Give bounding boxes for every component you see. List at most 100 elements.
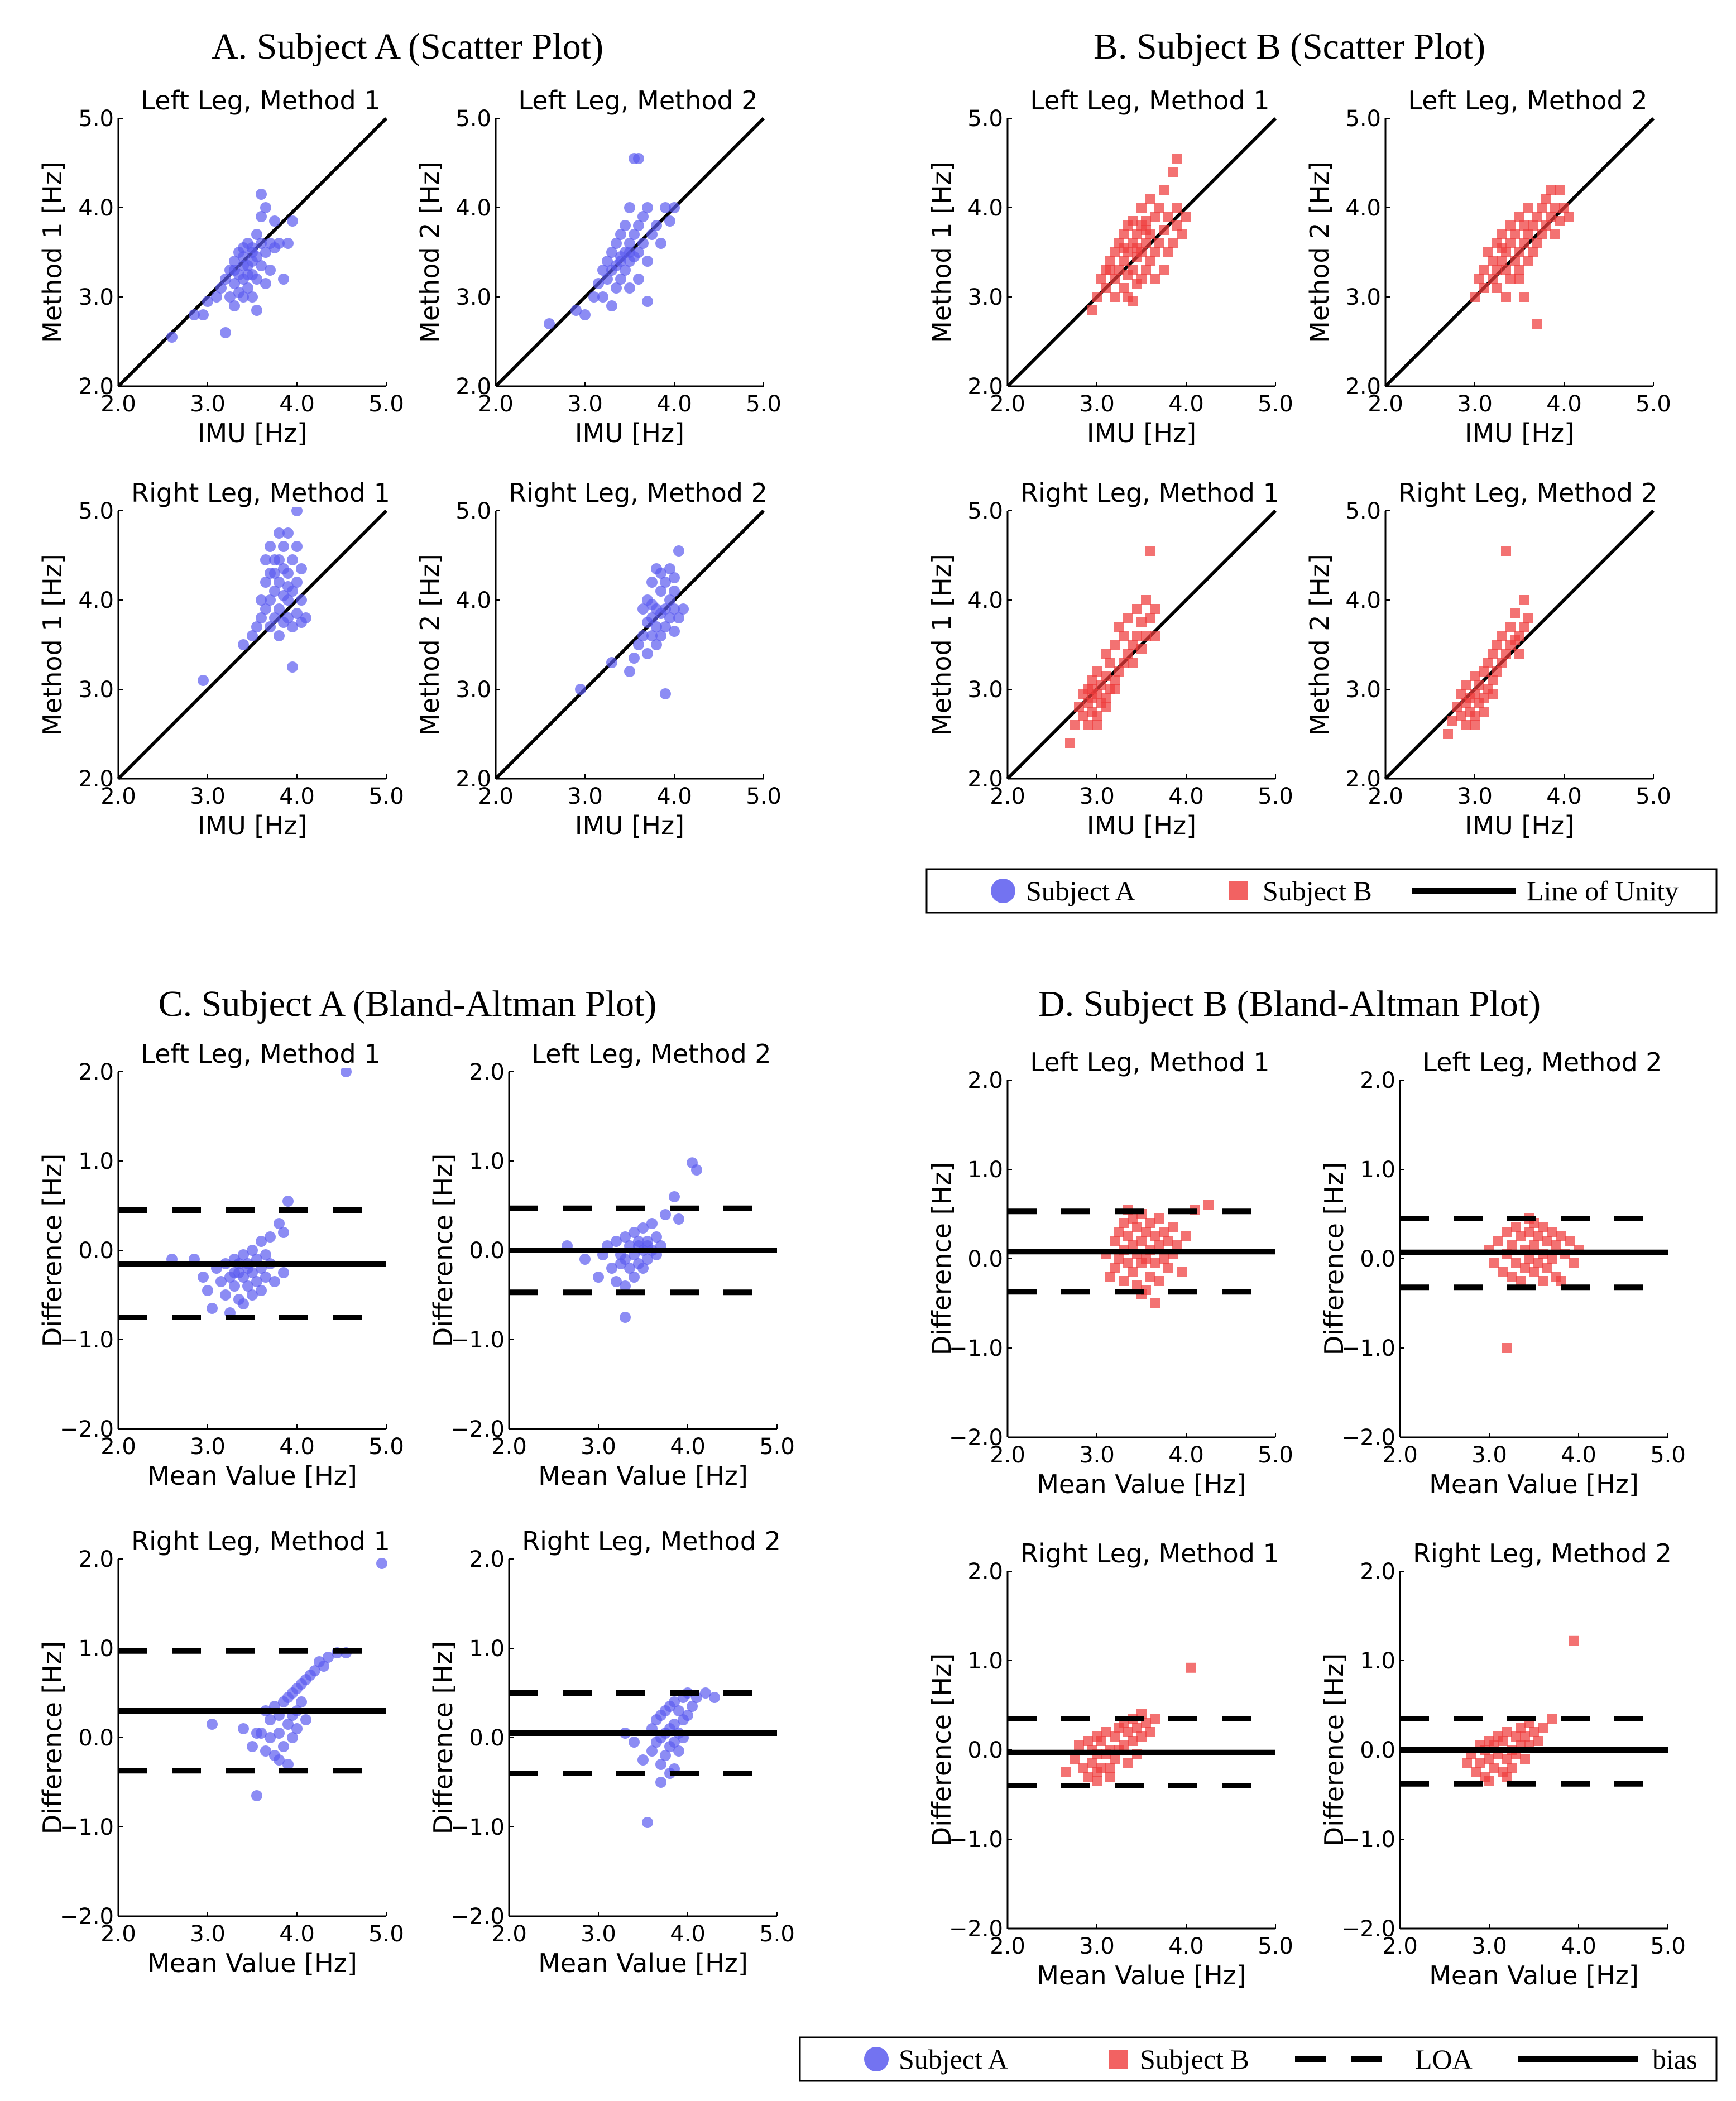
data-point — [1177, 1267, 1187, 1277]
x-tick-label: 3.0 — [581, 1921, 616, 1947]
data-point — [1492, 283, 1502, 293]
data-point — [1123, 1258, 1133, 1268]
y-axis-label: Method 2 [Hz] — [415, 554, 445, 736]
x-tick-label: 3.0 — [190, 1434, 226, 1460]
data-point — [242, 282, 253, 294]
data-point — [669, 1737, 680, 1748]
x-tick-label: 3.0 — [1079, 1934, 1115, 1959]
data-point — [256, 612, 267, 623]
data-point — [1523, 229, 1533, 239]
legend-subject-a-marker — [991, 879, 1015, 903]
data-point — [1172, 203, 1182, 213]
data-point — [1092, 720, 1102, 730]
data-point — [1492, 666, 1502, 677]
x-tick-label: 2.0 — [990, 1442, 1025, 1468]
data-point — [1119, 1218, 1129, 1228]
data-point — [1101, 1727, 1111, 1737]
plot-area — [1462, 1635, 1579, 1786]
data-point — [229, 278, 240, 289]
data-point — [247, 1245, 258, 1256]
plot-area — [117, 507, 388, 780]
plot-area — [1061, 1662, 1196, 1786]
x-tick-label: 4.0 — [279, 1434, 315, 1460]
data-point — [282, 1759, 294, 1770]
data-point — [1483, 658, 1493, 668]
data-point — [1502, 1754, 1512, 1764]
x-tick-label: 5.0 — [368, 1434, 404, 1460]
y-tick-label: 2.0 — [967, 374, 1003, 400]
data-point — [1505, 238, 1516, 248]
data-point — [1532, 319, 1542, 329]
y-tick-label: 1.0 — [78, 1149, 114, 1174]
data-point — [1519, 292, 1529, 302]
data-point — [274, 527, 285, 539]
data-point — [1145, 1272, 1155, 1282]
x-tick-label: 2.0 — [491, 1921, 527, 1947]
data-point — [655, 586, 666, 597]
data-point — [1110, 1731, 1120, 1742]
data-point — [238, 1723, 249, 1734]
data-point — [282, 612, 294, 623]
panel-title: Left Leg, Method 2 — [1408, 85, 1647, 116]
data-point — [620, 1280, 631, 1292]
data-point — [1461, 680, 1471, 690]
y-tick-label: 2.0 — [455, 766, 491, 792]
data-point — [274, 1728, 285, 1739]
data-point — [700, 1687, 711, 1699]
data-point — [1511, 1258, 1521, 1268]
data-point — [633, 639, 644, 650]
data-point — [1181, 1231, 1191, 1241]
data-point — [673, 1745, 684, 1757]
plot-area — [1384, 117, 1655, 388]
x-tick-label: 4.0 — [1546, 391, 1582, 417]
data-point — [215, 282, 227, 294]
y-tick-label: 1.0 — [78, 1636, 114, 1662]
y-tick-label: 1.0 — [469, 1636, 505, 1662]
data-point — [624, 247, 635, 258]
data-point — [611, 282, 622, 294]
data-point — [1119, 243, 1129, 253]
data-point — [1524, 1227, 1534, 1237]
data-point — [1493, 1236, 1503, 1246]
y-tick-label: 0.0 — [967, 1246, 1003, 1272]
y-tick-label: 3.0 — [455, 677, 491, 703]
data-point — [1514, 212, 1524, 222]
y-tick-label: −1.0 — [949, 1336, 1003, 1361]
data-point — [1141, 216, 1151, 226]
data-point — [1523, 613, 1533, 623]
data-point — [1154, 203, 1164, 213]
data-point — [1498, 1267, 1508, 1277]
data-point — [637, 238, 649, 249]
section-title-a: A. Subject A (Scatter Plot) — [212, 26, 603, 67]
data-point — [1141, 238, 1151, 248]
y-axis-label: Method 2 [Hz] — [1305, 161, 1335, 343]
data-point — [238, 1298, 249, 1309]
y-tick-label: 3.0 — [1345, 285, 1381, 310]
data-point — [1119, 631, 1129, 641]
data-point — [207, 1719, 218, 1730]
data-point — [673, 1213, 684, 1225]
data-point — [1105, 1763, 1115, 1773]
data-point — [602, 274, 613, 285]
data-point — [260, 1272, 271, 1283]
data-point — [1470, 671, 1480, 681]
data-point — [247, 1741, 258, 1752]
data-point — [1520, 1263, 1530, 1273]
x-tick-label: 5.0 — [759, 1434, 795, 1460]
x-tick-label: 3.0 — [581, 1434, 616, 1460]
data-point — [269, 612, 280, 623]
x-tick-label: 4.0 — [279, 1921, 315, 1947]
data-point — [1505, 220, 1516, 231]
x-axis-label: IMU [Hz] — [198, 418, 307, 448]
data-point — [247, 1289, 258, 1301]
data-point — [229, 300, 240, 311]
data-point — [1119, 1276, 1129, 1286]
data-point — [300, 612, 311, 623]
x-tick-label: 5.0 — [1258, 1934, 1293, 1959]
y-axis-label: Difference [Hz] — [1319, 1162, 1349, 1355]
data-point — [633, 247, 644, 258]
data-point — [646, 1745, 658, 1757]
data-point — [198, 309, 209, 320]
data-point — [1128, 296, 1138, 306]
data-point — [251, 1276, 262, 1287]
